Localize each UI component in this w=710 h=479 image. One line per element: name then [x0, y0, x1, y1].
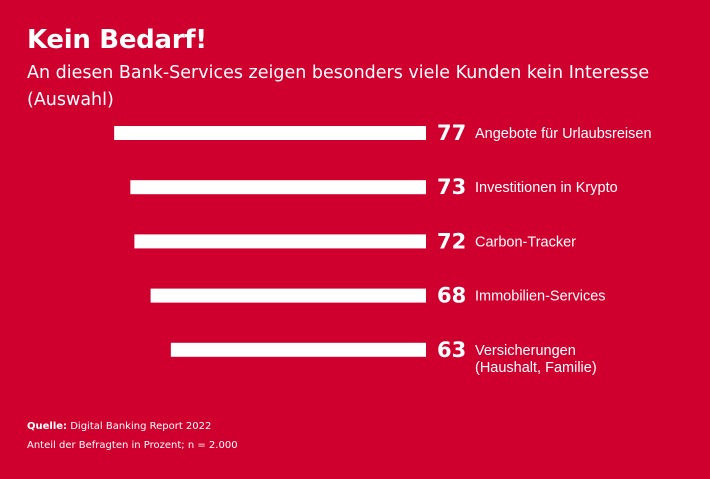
value-label-0: 77: [437, 121, 466, 145]
bar-2: [134, 234, 426, 249]
source-line: Quelle: Digital Banking Report 2022: [27, 421, 211, 432]
bar-3: [150, 288, 426, 303]
category-label-4-1: (Haushalt, Familie): [475, 360, 597, 376]
bar-1: [130, 180, 426, 195]
value-label-1: 73: [437, 175, 466, 199]
source-text: Digital Banking Report 2022: [70, 421, 212, 432]
sample-note: Anteil der Befragten in Prozent; n = 2.0…: [27, 440, 238, 451]
value-label-2: 72: [437, 229, 466, 253]
category-label-1: Investitionen in Krypto: [475, 180, 618, 196]
bar-0: [114, 126, 427, 140]
category-label-0: Angebote für Urlaubsreisen: [475, 126, 652, 142]
chart-subtitle: An diesen Bank-Services zeigen besonders…: [27, 63, 650, 110]
value-label-3: 68: [437, 284, 466, 308]
value-label-4: 63: [437, 338, 466, 362]
chart-title: Kein Bedarf!: [27, 25, 207, 55]
category-label-4-0: Versicherungen: [475, 343, 576, 359]
category-label-2: Carbon-Tracker: [475, 234, 576, 250]
category-label-3: Immobilien-Services: [475, 289, 606, 305]
bar-chart: 77 Angebote für Urlaubsreisen 73 Investitio…: [114, 121, 652, 376]
bar-4: [170, 342, 426, 357]
source-label: Quelle:: [27, 421, 68, 432]
